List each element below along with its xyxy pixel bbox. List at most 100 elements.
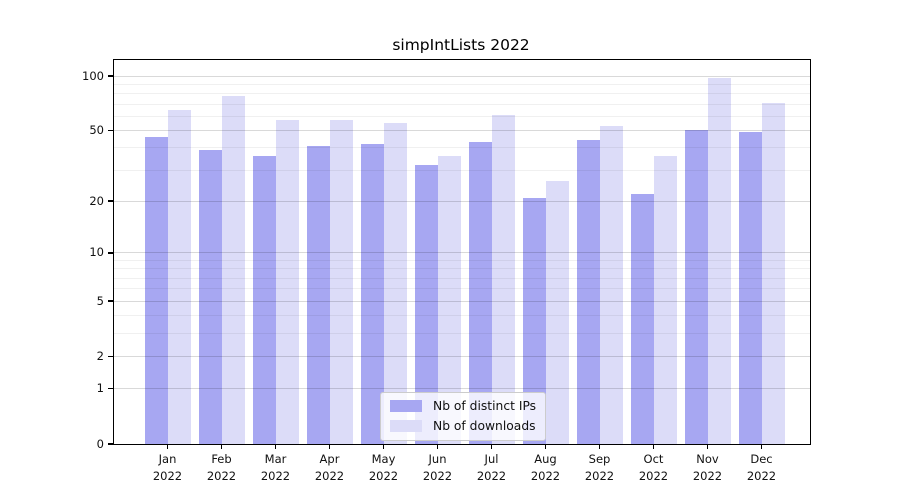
month-label: Dec	[750, 452, 773, 466]
gridline-minor	[114, 103, 810, 105]
x-axis-tick	[436, 444, 439, 449]
gridline-minor	[114, 169, 810, 171]
gridline-major	[114, 388, 810, 390]
x-axis-tick-label: Sep 2022	[572, 451, 628, 484]
x-axis-tick	[490, 444, 493, 449]
y-axis-tick-label: 50	[89, 122, 104, 137]
x-axis-tick	[598, 444, 601, 449]
x-axis-tick-label: Apr 2022	[302, 451, 358, 484]
x-axis-tick-label: Jun 2022	[410, 451, 466, 484]
x-axis-tick	[652, 444, 655, 449]
x-axis-tick	[274, 444, 277, 449]
bar-sep-distinct-ips	[576, 140, 600, 444]
month-label: Oct	[643, 452, 664, 466]
month-label: Jul	[484, 452, 499, 466]
y-axis-tick-label: 5	[96, 293, 104, 308]
year-label: 2022	[152, 468, 183, 483]
year-label: 2022	[368, 468, 399, 483]
x-axis-tick-label: Nov 2022	[680, 451, 736, 484]
bar-jan-distinct-ips	[144, 136, 168, 444]
y-axis-tick-label: 0	[96, 436, 104, 451]
legend-label-downloads: Nb of downloads	[433, 419, 536, 433]
gridline-minor	[114, 332, 810, 334]
x-axis-tick	[328, 444, 331, 449]
x-axis-tick-label: Feb 2022	[194, 451, 250, 484]
legend-swatch-downloads	[390, 419, 422, 433]
bar-jul-distinct-ips	[468, 142, 492, 444]
bar-jun-distinct-ips	[414, 165, 438, 444]
month-label: May	[371, 452, 396, 466]
year-label: 2022	[692, 468, 723, 483]
y-axis-tick	[108, 355, 113, 358]
bar-dec-downloads	[761, 102, 785, 444]
gridline-major	[114, 252, 810, 254]
x-axis-tick	[706, 444, 709, 449]
month-label: Sep	[588, 452, 611, 466]
gridline-minor	[114, 277, 810, 279]
month-label: Jan	[158, 452, 177, 466]
legend-swatch-distinct-ips	[390, 399, 422, 413]
legend-item-downloads: Nb of downloads	[390, 419, 536, 433]
y-axis-tick	[108, 300, 113, 302]
bar-mar-downloads	[275, 120, 299, 444]
gridline-major	[114, 75, 810, 77]
bar-apr-distinct-ips	[306, 145, 330, 444]
month-label: Apr	[319, 452, 340, 466]
year-label: 2022	[638, 468, 669, 483]
x-axis-tick-label: Jan 2022	[140, 451, 196, 484]
y-axis-tick-label: 2	[96, 348, 104, 363]
plot-area: Nb of distinct IPs Nb of downloads 10 0 50…	[82, 59, 811, 483]
gridline-minor	[114, 93, 810, 95]
chart-title: simpIntLists 2022	[392, 36, 530, 54]
bar-nov-distinct-ips	[684, 130, 708, 444]
legend-item-distinct-ips: Nb of distinct IPs	[390, 399, 536, 413]
bar-feb-distinct-ips	[198, 149, 222, 444]
bar-nov-downloads	[707, 78, 731, 444]
x-axis-tick	[760, 444, 763, 449]
month-label: Mar	[264, 452, 287, 466]
year-label: 2022	[260, 468, 291, 483]
y-axis-tick	[108, 200, 113, 202]
y-axis-tick	[108, 252, 113, 254]
year-label: 2022	[476, 468, 507, 483]
bar-sep-downloads	[599, 125, 623, 444]
bar-oct-downloads	[653, 156, 677, 444]
bar-jan-downloads	[167, 109, 191, 444]
bar-mar-distinct-ips	[252, 156, 276, 444]
gridline-minor	[114, 147, 810, 149]
gridline-major	[114, 300, 810, 302]
month-label: Feb	[211, 452, 232, 466]
y-axis-tick	[108, 443, 113, 445]
gridline-minor	[114, 315, 810, 317]
bar-apr-downloads	[329, 120, 353, 444]
bar-may-distinct-ips	[360, 144, 384, 444]
gridline-major	[114, 355, 810, 357]
month-label: Jun	[428, 452, 447, 466]
x-axis-tick	[382, 444, 385, 449]
y-axis-tick	[108, 75, 113, 77]
x-axis-tick-label: May 2022	[356, 451, 412, 484]
bar-aug-downloads	[545, 181, 569, 444]
bar-oct-distinct-ips	[630, 193, 654, 444]
x-axis-tick-label: Aug 2022	[518, 451, 574, 484]
year-label: 2022	[422, 468, 453, 483]
gridline-minor	[114, 115, 810, 117]
gridline-minor	[114, 259, 810, 261]
year-label: 2022	[584, 468, 615, 483]
bar-jul-downloads	[491, 114, 515, 444]
legend-label-distinct-ips: Nb of distinct IPs	[433, 399, 537, 413]
x-axis-tick	[166, 444, 169, 449]
year-label: 2022	[206, 468, 237, 483]
y-axis-tick-label: 10	[89, 245, 104, 260]
x-axis-tick-label: Oct 2022	[626, 451, 682, 484]
gridline-minor	[114, 83, 810, 85]
x-axis-tick	[544, 444, 547, 449]
y-axis-tick-label: 1	[96, 381, 104, 396]
gridline-major	[114, 129, 810, 131]
y-axis-tick	[108, 129, 113, 132]
x-axis-tick-label: Dec 2022	[734, 451, 790, 484]
year-label: 2022	[746, 468, 777, 483]
year-label: 2022	[314, 468, 345, 483]
legend: Nb of distinct IPs Nb of downloads	[380, 392, 547, 441]
